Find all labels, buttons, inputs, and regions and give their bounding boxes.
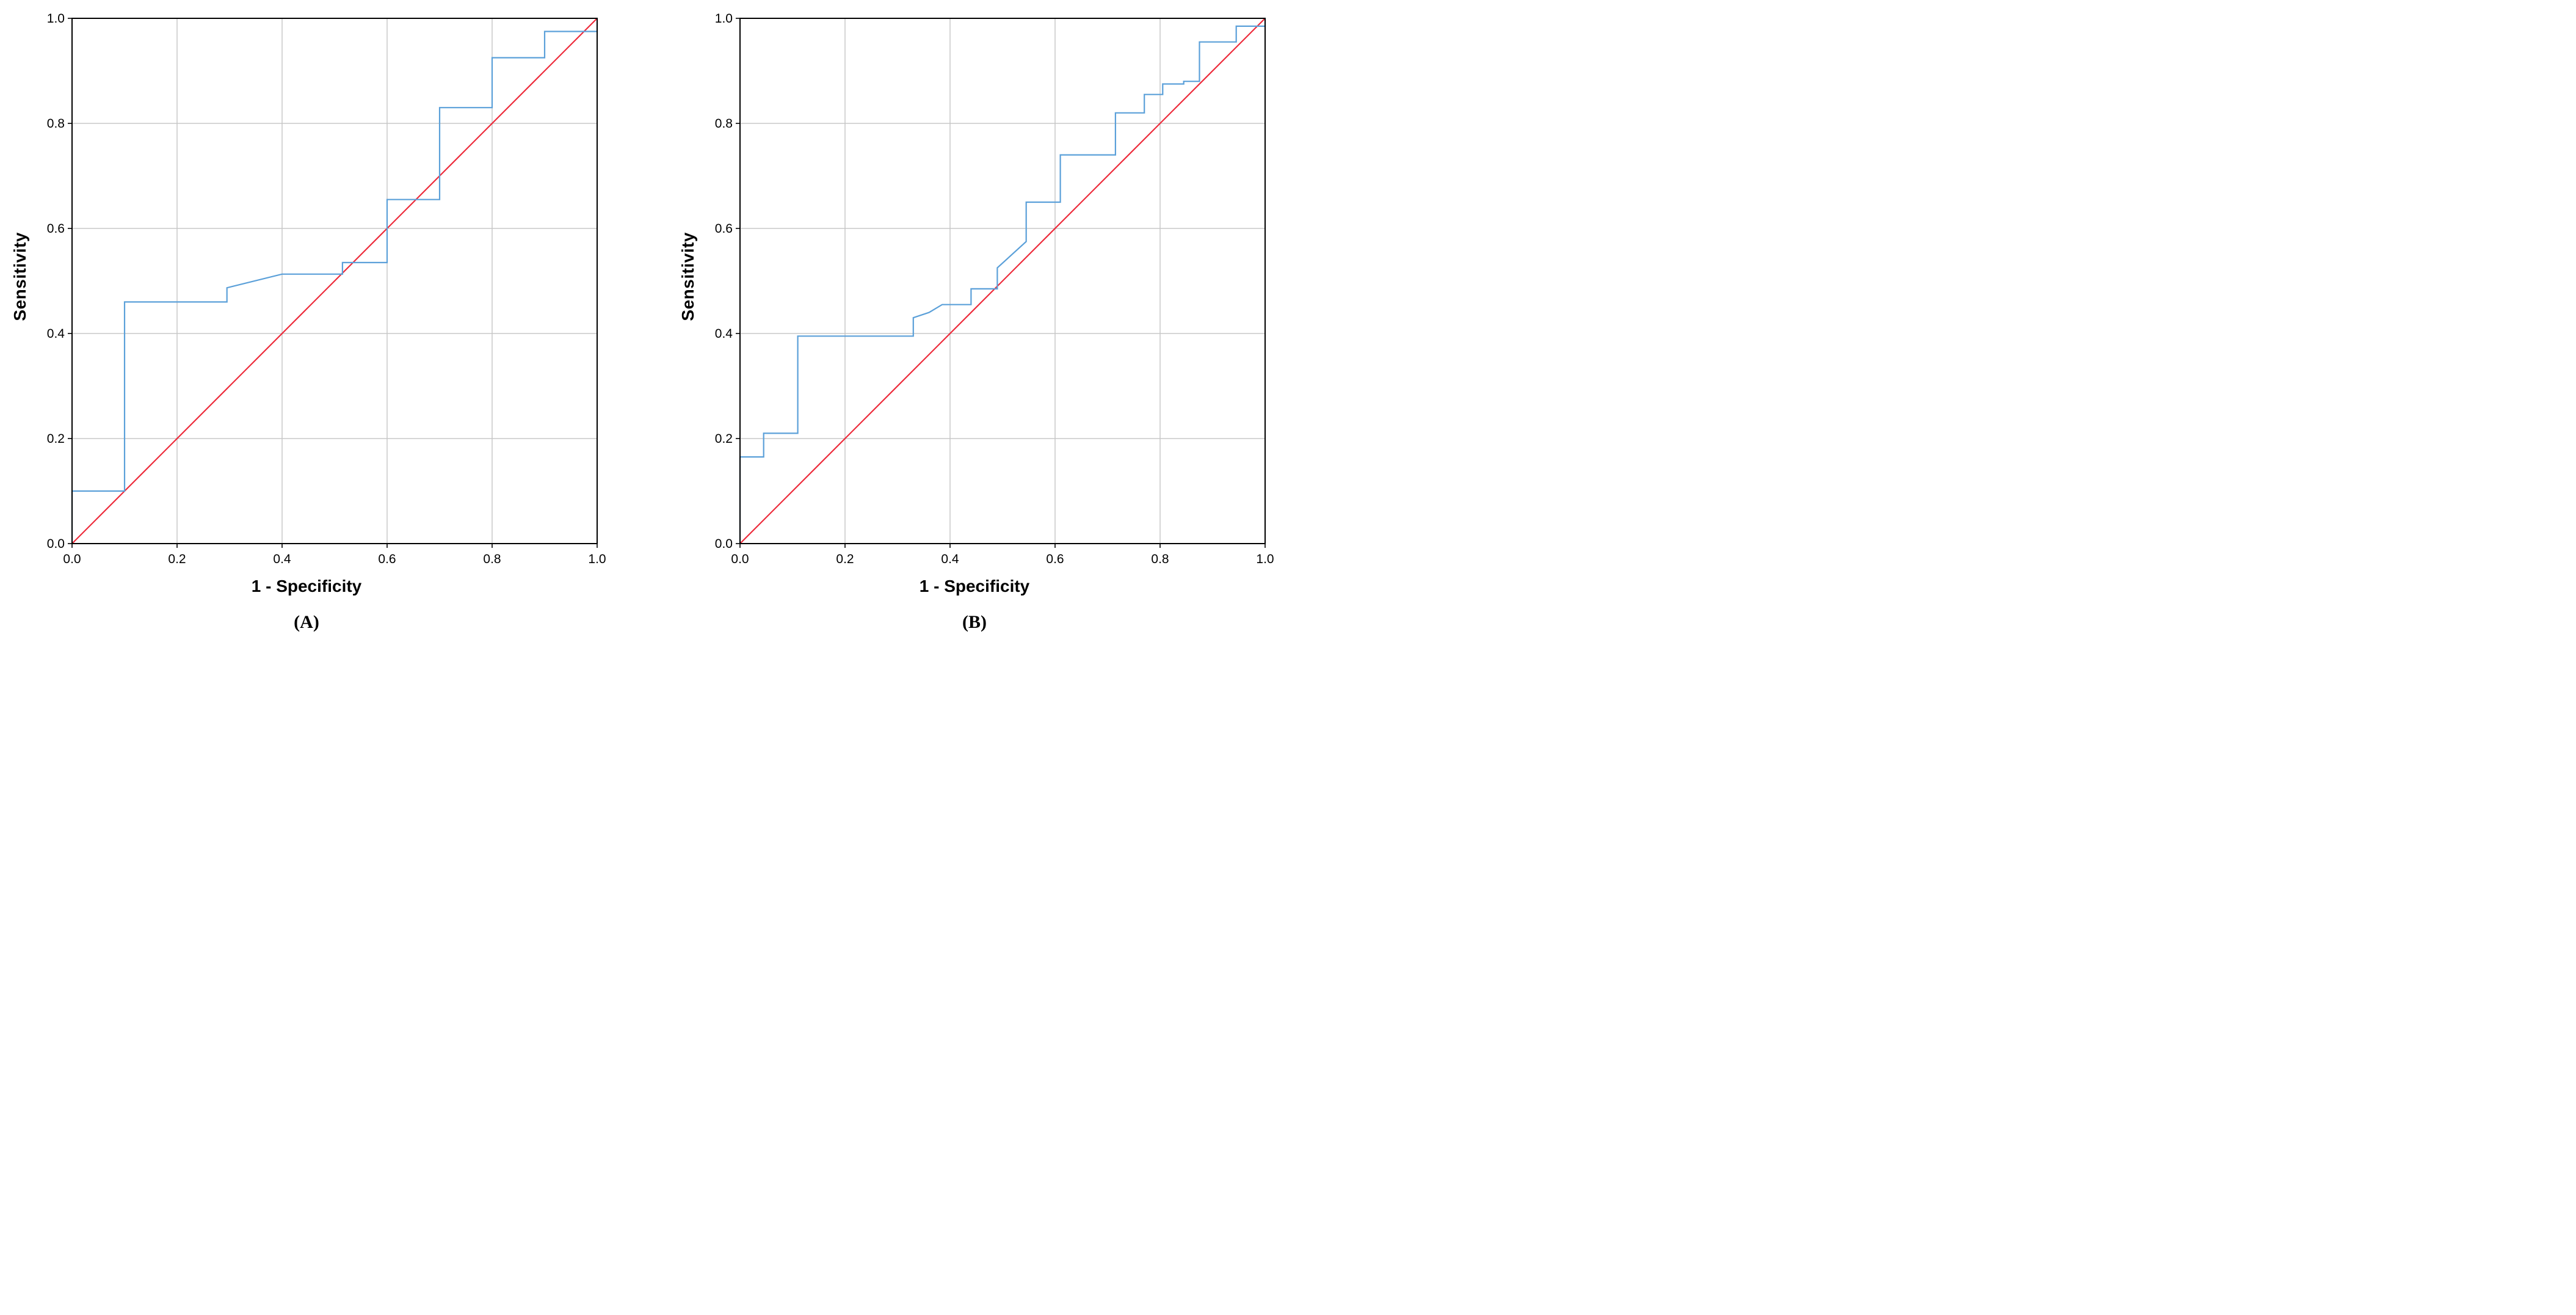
y-tick-label: 0.0 <box>47 537 65 551</box>
x-axis-title: 1 - Specificity <box>919 577 1030 596</box>
reference-line <box>71 18 598 544</box>
plot-row-b: Sensitivity 0.0 0.2 0.4 0.6 0.8 1.0 0.0 0.2 0.4 0… <box>674 9 1282 573</box>
y-tick-label: 1.0 <box>47 12 65 26</box>
y-tick-label: 0.8 <box>47 117 65 131</box>
x-axis-title: 1 - Specificity <box>251 577 362 596</box>
roc-chart-b: 0.0 0.2 0.4 0.6 0.8 1.0 0.0 0.2 0.4 0.6 0.8 1.0 <box>715 12 1274 566</box>
plot-row-a: Sensitivity 0.0 0.2 0.4 0.6 0.8 1.0 0.0 0.2 0.4 0… <box>6 9 614 573</box>
reference-line <box>739 18 1266 544</box>
y-tick-label: 0.6 <box>47 222 65 236</box>
x-tick-label: 0.0 <box>731 552 749 566</box>
y-axis-title: Sensitivity <box>678 232 697 321</box>
y-axis-title-col-a: Sensitivity <box>6 9 34 573</box>
roc-chart-a: 0.0 0.2 0.4 0.6 0.8 1.0 0.0 0.2 0.4 0.6 0.8 1.0 <box>47 12 606 566</box>
x-tick-label: 0.2 <box>836 552 854 566</box>
y-tick-label: 0.8 <box>715 117 733 131</box>
y-tick-label: 0.0 <box>715 537 733 551</box>
roc-curve <box>71 18 598 544</box>
roc-panel-b: Sensitivity 0.0 0.2 0.4 0.6 0.8 1.0 0.0 0.2 0.4 0… <box>674 9 1282 633</box>
x-tick-label: 0.2 <box>168 552 186 566</box>
x-tick-label: 0.4 <box>273 552 291 566</box>
x-tick-label: 0.4 <box>941 552 959 566</box>
roc-panel-a: Sensitivity 0.0 0.2 0.4 0.6 0.8 1.0 0.0 0.2 0.4 0… <box>6 9 614 633</box>
y-tick-label: 0.2 <box>47 432 65 446</box>
x-tick-label: 0.8 <box>1151 552 1169 566</box>
x-tick-label: 0.8 <box>483 552 501 566</box>
x-tick-label: 0.6 <box>1046 552 1064 566</box>
x-tick-label: 1.0 <box>588 552 606 566</box>
plot-border <box>739 18 1266 544</box>
panel-caption-b: (B) <box>962 612 987 632</box>
y-tick-label: 0.4 <box>715 327 733 341</box>
y-tick-label: 0.6 <box>715 222 733 236</box>
y-tick-label: 0.2 <box>715 432 733 446</box>
x-tick-label: 1.0 <box>1256 552 1274 566</box>
y-axis-title-col-b: Sensitivity <box>674 9 702 573</box>
y-tick-label: 1.0 <box>715 12 733 26</box>
roc-figure: Sensitivity 0.0 0.2 0.4 0.6 0.8 1.0 0.0 0.2 0.4 0… <box>0 0 1288 645</box>
panel-caption-a: (A) <box>294 612 319 632</box>
roc-curve <box>739 18 1266 544</box>
y-axis-title: Sensitivity <box>10 232 29 321</box>
x-tick-label: 0.0 <box>63 552 81 566</box>
x-tick-label: 0.6 <box>378 552 396 566</box>
y-tick-label: 0.4 <box>47 327 65 341</box>
plot-border <box>71 18 598 544</box>
